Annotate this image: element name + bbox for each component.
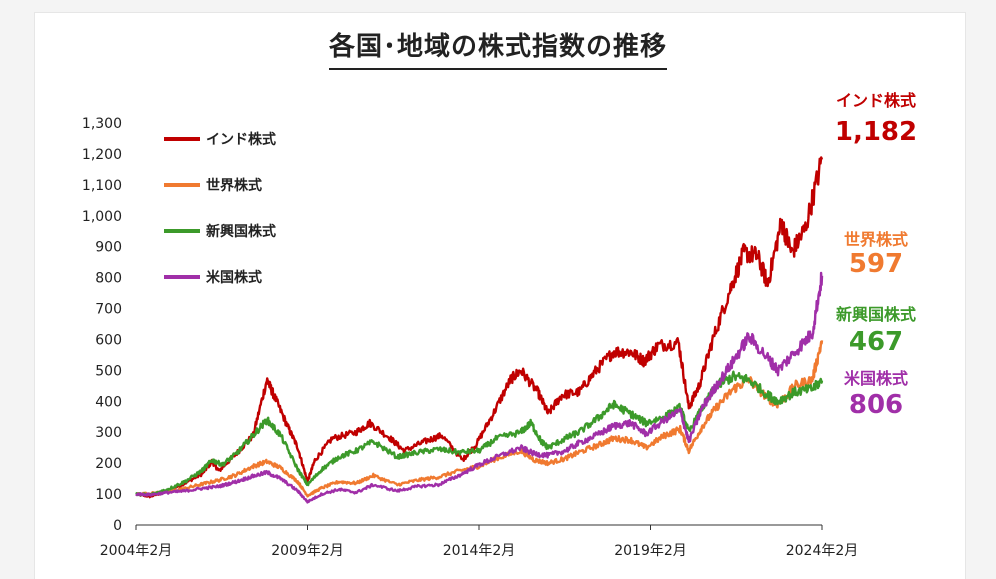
x-tick-label: 2019年2月 <box>614 543 687 559</box>
x-tick-label: 2024年2月 <box>786 543 859 559</box>
y-tick-label: 1,200 <box>82 147 122 163</box>
x-tick-label: 2004年2月 <box>100 543 173 559</box>
x-tick-label: 2009年2月 <box>271 543 344 559</box>
series-line <box>135 340 824 498</box>
series-end-name: 世界株式 <box>844 230 908 249</box>
chart-title: 各国･地域の株式指数の推移 <box>0 26 996 70</box>
axis-layer: 0 100 200 300 400 500 600 700 800 900 1,000 1,100 1,… <box>82 116 858 559</box>
legend-label: 米国株式 <box>206 269 262 286</box>
y-tick-label: 0 <box>113 518 122 534</box>
y-tick-label: 300 <box>95 425 122 441</box>
y-tick-label: 800 <box>95 271 122 287</box>
y-tick-label: 1,300 <box>82 116 122 132</box>
series-end-value: 1,182 <box>835 117 917 147</box>
y-tick-label: 500 <box>95 363 122 379</box>
series-end-name: 米国株式 <box>844 369 908 388</box>
legend-label: 新興国株式 <box>206 223 276 240</box>
y-tick-label: 900 <box>95 240 122 256</box>
chart-card <box>34 12 966 579</box>
series-end-value: 467 <box>849 327 903 357</box>
series-layer <box>135 156 824 504</box>
series-line <box>135 156 824 499</box>
series-end-value: 597 <box>849 249 903 279</box>
series-end-value: 806 <box>849 390 903 420</box>
legend-label: インド株式 <box>206 131 276 148</box>
series-line <box>135 271 824 504</box>
y-tick-label: 1,000 <box>82 209 122 225</box>
series-end-name: インド株式 <box>836 91 916 110</box>
y-tick-label: 700 <box>95 302 122 318</box>
series-line <box>135 370 824 497</box>
y-tick-label: 1,100 <box>82 178 122 194</box>
y-tick-label: 400 <box>95 394 122 410</box>
x-tick-label: 2014年2月 <box>443 543 516 559</box>
legend-label: 世界株式 <box>206 177 262 194</box>
chart-title-text: 各国･地域の株式指数の推移 <box>328 26 667 70</box>
y-tick-label: 100 <box>95 487 122 503</box>
series-end-name: 新興国株式 <box>836 305 916 324</box>
y-tick-label: 600 <box>95 332 122 348</box>
y-tick-label: 200 <box>95 456 122 472</box>
